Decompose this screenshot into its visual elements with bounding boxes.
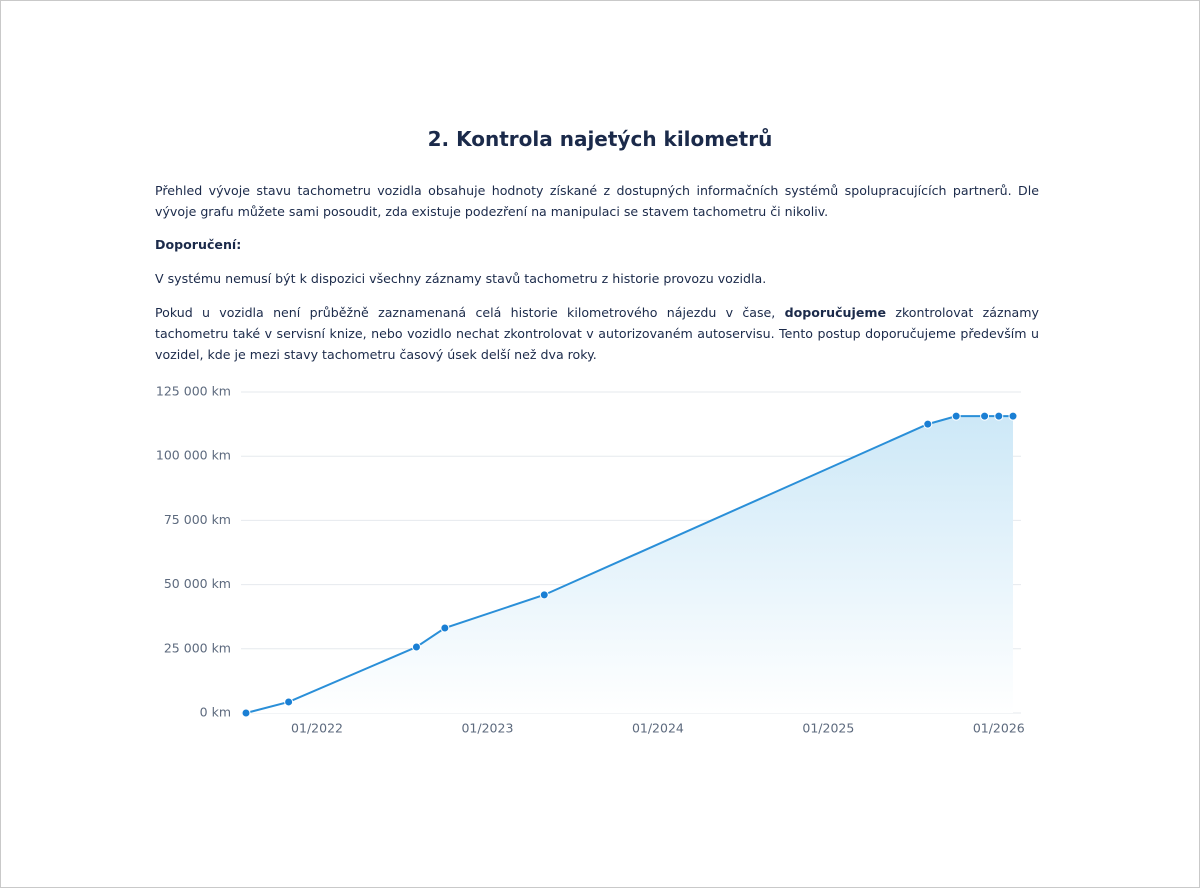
point [440,623,450,633]
bold-text: doporučujeme [784,305,887,320]
text: Pokud u vozidla není průběžně zaznamenan… [155,305,785,320]
y-tick-label: 75 000 km [164,512,231,527]
heading: Doporučení: [155,237,242,252]
paragraph: Přehled vývoje stavu tachometru vozidla … [155,183,1039,219]
point [923,419,933,429]
y-tick-label: 0 km [200,705,231,720]
y-tick-label: 25 000 km [164,640,231,655]
point [411,642,421,652]
x-tick-label: 01/2025 [802,721,854,736]
paragraph: V systému nemusí být k dispozici všechny… [155,271,767,286]
point [1008,411,1018,421]
point [241,708,251,718]
paragraph: Pokud u vozidla není průběžně zaznamenan… [155,302,1039,365]
text: zkontrolovat záznamy tachometru také v s… [155,305,1039,362]
x-tick-label: 01/2023 [461,721,513,736]
point [994,411,1004,421]
x-tick-label: 01/2024 [632,721,684,736]
title: 2. Kontrola najetých kilometrů [427,127,773,151]
y-tick-label: 100 000 km [156,448,231,463]
y-tick-label: 50 000 km [164,576,231,591]
y-tick-label: 125 000 km [156,384,231,399]
x-tick-label: 01/2026 [973,721,1025,736]
point [951,411,961,421]
line [245,415,1013,714]
x-tick-label: 01/2022 [291,721,343,736]
point [980,411,990,421]
area [246,416,1013,713]
point [284,697,294,707]
point [539,590,549,600]
